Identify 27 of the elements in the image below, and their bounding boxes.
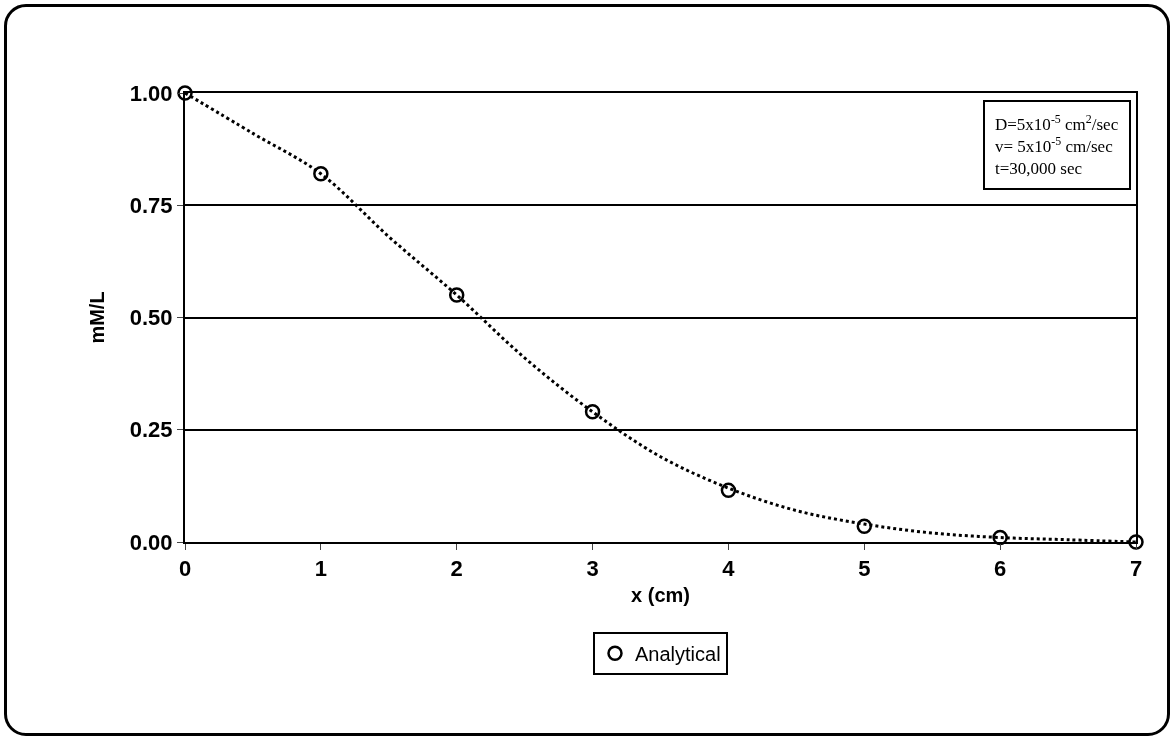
legend-label: Analytical (635, 643, 721, 666)
annotation: D=5x10$^{-5}$ cm$^{2}$/sec (995, 112, 1119, 135)
x-tick-label: 6 (994, 556, 1007, 582)
y-tick-label: 0.50 (129, 305, 173, 331)
annotation: t=30,000 sec (995, 159, 1083, 179)
point (720, 482, 737, 499)
y-tick-label: 1.00 (129, 80, 173, 106)
point (992, 529, 1008, 546)
x-tick-label: 5 (858, 556, 871, 582)
x-tick-label: 4 (722, 556, 736, 582)
y-tick-label: 0.25 (129, 417, 173, 443)
x-tick-label: 2 (450, 556, 463, 582)
point (313, 166, 329, 182)
x-tick-label: 7 (1129, 556, 1143, 582)
annotation: v= 5x10$^{-5}$ cm/sec (995, 134, 1114, 157)
point (448, 287, 465, 303)
x-axis-title: x (cm) (631, 584, 690, 607)
y-tick-label: 0.00 (129, 529, 173, 555)
x-tick-label: 1 (314, 556, 327, 582)
x-tick-label: 3 (586, 556, 599, 582)
x-tick-label: 0 (178, 556, 192, 582)
point (856, 518, 873, 535)
y-axis-title: mM/L (85, 291, 108, 344)
point (177, 85, 193, 101)
point (1128, 534, 1144, 550)
y-tick-label: 0.75 (129, 192, 173, 218)
point (584, 404, 601, 420)
